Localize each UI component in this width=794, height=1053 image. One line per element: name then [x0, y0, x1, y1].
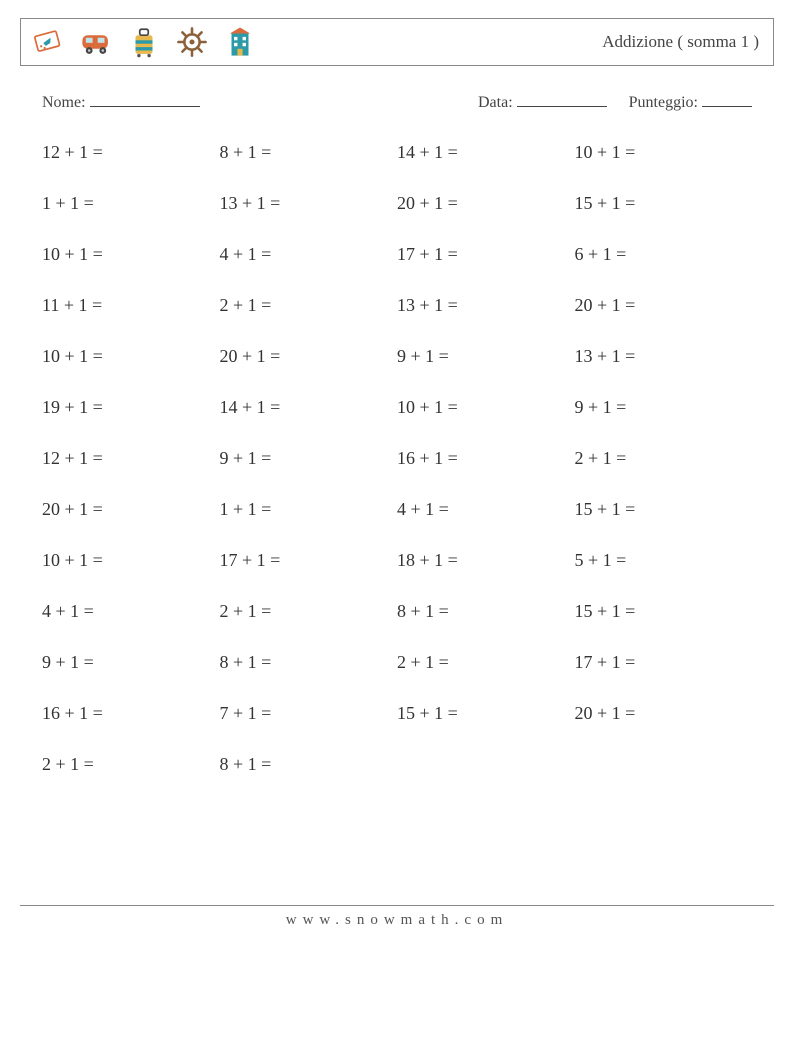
- problem-row: 19 + 1 =14 + 1 =10 + 1 =9 + 1 =: [42, 397, 752, 418]
- problem-cell: [575, 754, 753, 775]
- problem-row: 10 + 1 =20 + 1 =9 + 1 =13 + 1 =: [42, 346, 752, 367]
- name-blank[interactable]: [90, 106, 200, 107]
- problem-cell: 9 + 1 =: [42, 652, 220, 673]
- problem-cell: 19 + 1 =: [42, 397, 220, 418]
- problem-cell: 4 + 1 =: [42, 601, 220, 622]
- problem-row: 9 + 1 =8 + 1 =2 + 1 =17 + 1 =: [42, 652, 752, 673]
- header-icons: [31, 25, 257, 59]
- problem-cell: 15 + 1 =: [397, 703, 575, 724]
- name-field: Nome:: [42, 94, 478, 112]
- problem-cell: 15 + 1 =: [575, 499, 753, 520]
- problem-cell: 11 + 1 =: [42, 295, 220, 316]
- problem-cell: 20 + 1 =: [575, 295, 753, 316]
- problem-cell: 2 + 1 =: [220, 295, 398, 316]
- header-box: Addizione ( somma 1 ): [20, 18, 774, 66]
- worksheet-title: Addizione ( somma 1 ): [602, 32, 763, 52]
- score-blank[interactable]: [702, 106, 752, 107]
- problems-grid: 12 + 1 =8 + 1 =14 + 1 =10 + 1 =1 + 1 =13…: [20, 142, 774, 775]
- problem-cell: 4 + 1 =: [397, 499, 575, 520]
- footer-url: www.snowmath.com: [20, 905, 774, 929]
- problem-row: 12 + 1 =9 + 1 =16 + 1 =2 + 1 =: [42, 448, 752, 469]
- problem-cell: 16 + 1 =: [397, 448, 575, 469]
- hotel-icon: [223, 25, 257, 59]
- problem-cell: 12 + 1 =: [42, 448, 220, 469]
- problem-cell: 1 + 1 =: [42, 193, 220, 214]
- problem-cell: 13 + 1 =: [575, 346, 753, 367]
- problem-row: 20 + 1 =1 + 1 =4 + 1 =15 + 1 =: [42, 499, 752, 520]
- problem-cell: 20 + 1 =: [42, 499, 220, 520]
- problem-cell: 4 + 1 =: [220, 244, 398, 265]
- problem-row: 1 + 1 =13 + 1 =20 + 1 =15 + 1 =: [42, 193, 752, 214]
- problem-cell: 6 + 1 =: [575, 244, 753, 265]
- date-label: Data:: [478, 94, 513, 111]
- problem-cell: 2 + 1 =: [575, 448, 753, 469]
- date-blank[interactable]: [517, 106, 607, 107]
- problem-row: 2 + 1 =8 + 1 =: [42, 754, 752, 775]
- problem-cell: 9 + 1 =: [397, 346, 575, 367]
- problem-cell: 9 + 1 =: [575, 397, 753, 418]
- problem-row: 4 + 1 =2 + 1 =8 + 1 =15 + 1 =: [42, 601, 752, 622]
- score-label: Punteggio:: [629, 94, 698, 111]
- problem-cell: 10 + 1 =: [42, 550, 220, 571]
- problem-cell: 2 + 1 =: [220, 601, 398, 622]
- problem-cell: 20 + 1 =: [220, 346, 398, 367]
- rv-icon: [79, 25, 113, 59]
- problem-cell: 17 + 1 =: [575, 652, 753, 673]
- problem-row: 12 + 1 =8 + 1 =14 + 1 =10 + 1 =: [42, 142, 752, 163]
- problem-cell: 12 + 1 =: [42, 142, 220, 163]
- problem-cell: 14 + 1 =: [220, 397, 398, 418]
- problem-cell: 2 + 1 =: [397, 652, 575, 673]
- problem-cell: 8 + 1 =: [220, 754, 398, 775]
- problem-cell: 8 + 1 =: [220, 652, 398, 673]
- problem-cell: 10 + 1 =: [397, 397, 575, 418]
- suitcase-icon: [127, 25, 161, 59]
- problem-row: 10 + 1 =4 + 1 =17 + 1 =6 + 1 =: [42, 244, 752, 265]
- problem-cell: 15 + 1 =: [575, 193, 753, 214]
- problem-cell: 14 + 1 =: [397, 142, 575, 163]
- problem-cell: 13 + 1 =: [397, 295, 575, 316]
- date-field: Data:: [478, 94, 607, 112]
- name-label: Nome:: [42, 94, 86, 111]
- problem-cell: 17 + 1 =: [220, 550, 398, 571]
- problem-row: 16 + 1 =7 + 1 =15 + 1 =20 + 1 =: [42, 703, 752, 724]
- problem-cell: 5 + 1 =: [575, 550, 753, 571]
- plane-ticket-icon: [31, 25, 65, 59]
- worksheet-page: Addizione ( somma 1 ) Nome: Data: Punteg…: [0, 0, 794, 939]
- problem-cell: 10 + 1 =: [575, 142, 753, 163]
- info-row: Nome: Data: Punteggio:: [20, 94, 774, 112]
- problem-cell: 9 + 1 =: [220, 448, 398, 469]
- problem-cell: 15 + 1 =: [575, 601, 753, 622]
- ship-wheel-icon: [175, 25, 209, 59]
- problem-cell: 2 + 1 =: [42, 754, 220, 775]
- problem-cell: 16 + 1 =: [42, 703, 220, 724]
- problem-cell: 8 + 1 =: [220, 142, 398, 163]
- problem-cell: 17 + 1 =: [397, 244, 575, 265]
- problem-cell: 20 + 1 =: [397, 193, 575, 214]
- problem-cell: 20 + 1 =: [575, 703, 753, 724]
- problem-cell: 18 + 1 =: [397, 550, 575, 571]
- problem-cell: 8 + 1 =: [397, 601, 575, 622]
- problem-cell: [397, 754, 575, 775]
- problem-cell: 1 + 1 =: [220, 499, 398, 520]
- problem-cell: 10 + 1 =: [42, 244, 220, 265]
- problem-cell: 10 + 1 =: [42, 346, 220, 367]
- problem-row: 11 + 1 =2 + 1 =13 + 1 =20 + 1 =: [42, 295, 752, 316]
- problem-cell: 13 + 1 =: [220, 193, 398, 214]
- problem-cell: 7 + 1 =: [220, 703, 398, 724]
- score-field: Punteggio:: [629, 94, 752, 112]
- problem-row: 10 + 1 =17 + 1 =18 + 1 =5 + 1 =: [42, 550, 752, 571]
